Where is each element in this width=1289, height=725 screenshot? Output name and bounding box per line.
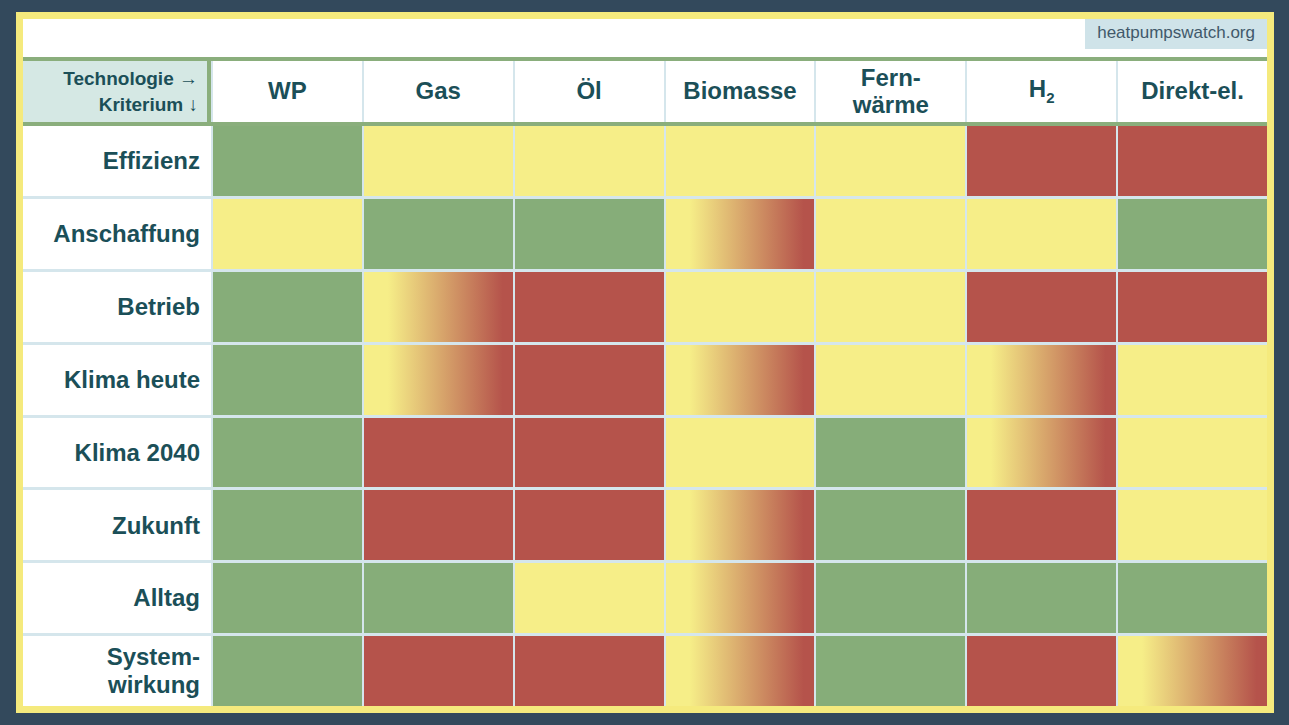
matrix-cell-good — [213, 418, 362, 488]
row-label: Effizienz — [23, 126, 211, 196]
watermark-badge: heatpumpswatch.org — [1085, 19, 1267, 49]
column-header-h2: H2 — [967, 61, 1116, 122]
matrix-cell-bad — [967, 126, 1116, 196]
matrix-cell-bad — [515, 418, 664, 488]
matrix-cell-bad — [1118, 272, 1267, 342]
matrix-cell-bad — [364, 418, 513, 488]
corner-cell: Technologie → Kriterium ↓ — [23, 61, 211, 122]
matrix-cell-good — [816, 563, 965, 633]
matrix-cell-mid — [1118, 418, 1267, 488]
matrix-cell-good — [213, 563, 362, 633]
matrix-cell-mixed — [364, 345, 513, 415]
row-label: Klima heute — [23, 345, 211, 415]
matrix-cell-mid — [816, 272, 965, 342]
matrix-cell-bad — [967, 272, 1116, 342]
matrix-cell-mixed — [666, 199, 815, 269]
matrix-cell-mid — [1118, 490, 1267, 560]
column-header-biomasse: Biomasse — [666, 61, 815, 122]
matrix-cell-bad — [515, 490, 664, 560]
matrix-cell-good — [1118, 199, 1267, 269]
matrix-cell-mixed — [1118, 636, 1267, 706]
matrix-cell-good — [816, 636, 965, 706]
matrix-header-row: Technologie → Kriterium ↓ WP Gas Öl Biom… — [23, 57, 1267, 126]
matrix-cell-mixed — [364, 272, 513, 342]
matrix-cell-mid — [967, 199, 1116, 269]
column-header-wp: WP — [213, 61, 362, 122]
matrix-cell-bad — [515, 272, 664, 342]
matrix-cell-mixed — [666, 345, 815, 415]
column-header-direkt-el: Direkt-el. — [1118, 61, 1267, 122]
matrix-cell-bad — [515, 345, 664, 415]
column-header-fernwaerme: Fern-wärme — [816, 61, 965, 122]
matrix-cell-mid — [666, 272, 815, 342]
matrix-cell-good — [364, 563, 513, 633]
matrix-cell-mixed — [666, 563, 815, 633]
matrix-cell-bad — [1118, 126, 1267, 196]
matrix-cell-good — [816, 490, 965, 560]
matrix-cell-good — [213, 126, 362, 196]
matrix-cell-bad — [515, 636, 664, 706]
matrix-cell-mid — [666, 126, 815, 196]
row-label: Klima 2040 — [23, 418, 211, 488]
row-label: Anschaffung — [23, 199, 211, 269]
matrix-cell-good — [213, 345, 362, 415]
matrix-cell-bad — [967, 636, 1116, 706]
comparison-matrix-panel: heatpumpswatch.org Technologie → Kriteri… — [16, 12, 1274, 713]
matrix-cell-good — [213, 636, 362, 706]
row-label: Betrieb — [23, 272, 211, 342]
matrix-cell-bad — [364, 636, 513, 706]
matrix-body: EffizienzAnschaffungBetriebKlima heuteKl… — [23, 126, 1267, 706]
matrix-cell-mid — [816, 126, 965, 196]
matrix-cell-mid — [213, 199, 362, 269]
row-label: System-wirkung — [23, 636, 211, 706]
matrix-cell-good — [1118, 563, 1267, 633]
matrix-cell-mixed — [967, 345, 1116, 415]
matrix-cell-good — [213, 272, 362, 342]
matrix-cell-good — [515, 199, 664, 269]
matrix-cell-mixed — [666, 490, 815, 560]
row-label: Zukunft — [23, 490, 211, 560]
matrix-cell-bad — [967, 490, 1116, 560]
matrix-cell-good — [967, 563, 1116, 633]
matrix-cell-mixed — [666, 636, 815, 706]
matrix-cell-good — [213, 490, 362, 560]
matrix-cell-mid — [666, 418, 815, 488]
matrix-cell-mid — [816, 199, 965, 269]
matrix-cell-mid — [364, 126, 513, 196]
matrix-cell-mid — [1118, 345, 1267, 415]
matrix-cell-mid — [515, 126, 664, 196]
matrix-cell-good — [364, 199, 513, 269]
top-strip: heatpumpswatch.org — [23, 19, 1267, 57]
matrix-cell-mid — [515, 563, 664, 633]
corner-line1: Technologie → — [63, 66, 198, 92]
row-label: Alltag — [23, 563, 211, 633]
matrix-cell-mixed — [967, 418, 1116, 488]
column-header-gas: Gas — [364, 61, 513, 122]
matrix-cell-good — [816, 418, 965, 488]
matrix-cell-bad — [364, 490, 513, 560]
corner-line2: Kriterium ↓ — [99, 92, 198, 118]
matrix-cell-mid — [816, 345, 965, 415]
column-header-oel: Öl — [515, 61, 664, 122]
